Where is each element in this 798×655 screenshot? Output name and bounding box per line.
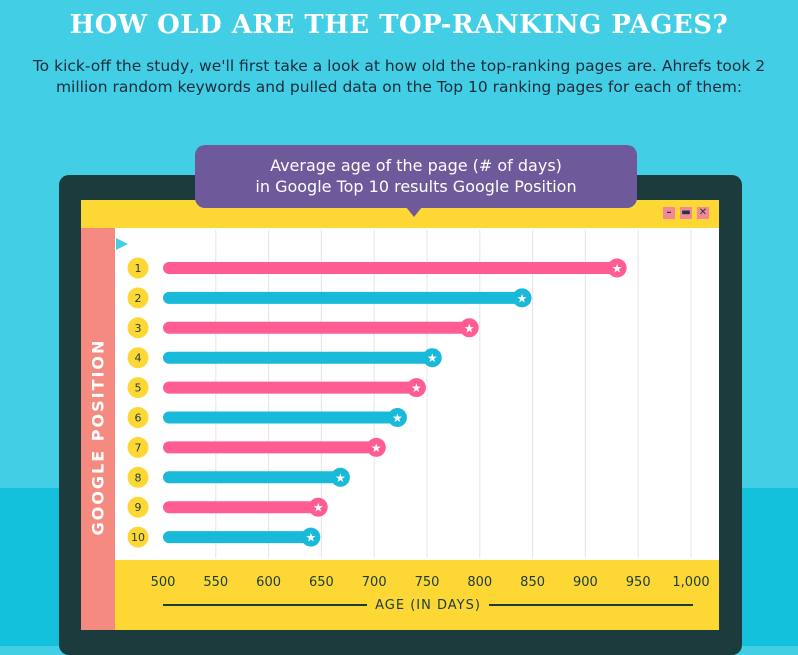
star-icon: ★ (464, 321, 475, 335)
position-label: 10 (131, 531, 145, 544)
star-icon: ★ (371, 441, 382, 455)
x-tick-label: 900 (573, 575, 598, 590)
position-badge (127, 287, 149, 309)
position-badge (127, 377, 149, 399)
bar-end-marker (512, 288, 532, 308)
position-label: 6 (135, 412, 142, 425)
x-axis-rule-right (488, 604, 693, 606)
star-icon: ★ (392, 411, 403, 425)
position-badge (127, 526, 149, 548)
bar-end-marker (459, 318, 479, 338)
position-badge (127, 317, 149, 339)
play-icon (116, 238, 128, 250)
bar-end-marker (308, 497, 328, 517)
x-tick-label: 550 (203, 575, 228, 590)
star-icon: ★ (411, 381, 422, 395)
maximize-icon[interactable]: ▬ (680, 207, 692, 219)
position-label: 5 (135, 382, 142, 395)
bubble-tail (406, 207, 422, 217)
position-label: 1 (135, 262, 142, 275)
position-badge (127, 466, 149, 488)
bar-end-marker (406, 378, 426, 398)
intro-text: To kick-off the study, we'll first take … (32, 57, 766, 96)
y-axis-panel (81, 228, 115, 630)
bar-end-marker (301, 527, 321, 547)
star-icon: ★ (313, 501, 324, 515)
x-axis-title: AGE (IN DAYS) (163, 595, 693, 615)
bar-end-marker (422, 348, 442, 368)
x-axis-label: AGE (IN DAYS) (375, 597, 481, 613)
x-tick-label: 700 (362, 575, 387, 590)
x-tick-label: 500 (151, 575, 176, 590)
position-label: 2 (135, 292, 142, 305)
x-tick-label: 800 (467, 575, 492, 590)
bar-end-marker (330, 467, 350, 487)
minimize-icon[interactable]: – (663, 207, 675, 219)
position-badge (127, 496, 149, 518)
position-label: 3 (135, 322, 142, 335)
x-tick-label: 600 (256, 575, 281, 590)
chart-title-bubble: Average age of the page (# of days) in G… (195, 145, 637, 208)
page-title: HOW OLD ARE THE TOP-RANKING PAGES? (69, 10, 729, 40)
chart-title-line-2: in Google Top 10 results Google Position (255, 177, 577, 196)
position-label: 4 (135, 352, 142, 365)
position-label: 9 (135, 501, 142, 514)
position-label: 8 (135, 471, 142, 484)
bar-end-marker (366, 437, 386, 457)
close-icon[interactable]: ✕ (697, 207, 709, 219)
star-icon: ★ (335, 471, 346, 485)
x-tick-label: 1,000 (672, 575, 709, 590)
position-badge (127, 436, 149, 458)
x-tick-label: 850 (520, 575, 545, 590)
bar-end-marker (387, 408, 407, 427)
x-tick-label: 650 (309, 575, 334, 590)
star-icon: ★ (305, 531, 316, 545)
star-icon: ★ (517, 291, 528, 305)
position-badge (127, 257, 149, 279)
x-tick-label: 950 (626, 575, 651, 590)
star-icon: ★ (612, 262, 623, 276)
position-badge (127, 407, 149, 428)
star-icon: ★ (427, 351, 438, 365)
chart-title-line-1: Average age of the page (# of days) (270, 156, 562, 175)
position-badge (127, 347, 149, 369)
position-label: 7 (135, 441, 142, 454)
x-axis-rule-left (163, 604, 368, 606)
bar-end-marker (607, 258, 627, 278)
x-axis-panel (115, 560, 719, 630)
x-tick-label: 750 (415, 575, 440, 590)
